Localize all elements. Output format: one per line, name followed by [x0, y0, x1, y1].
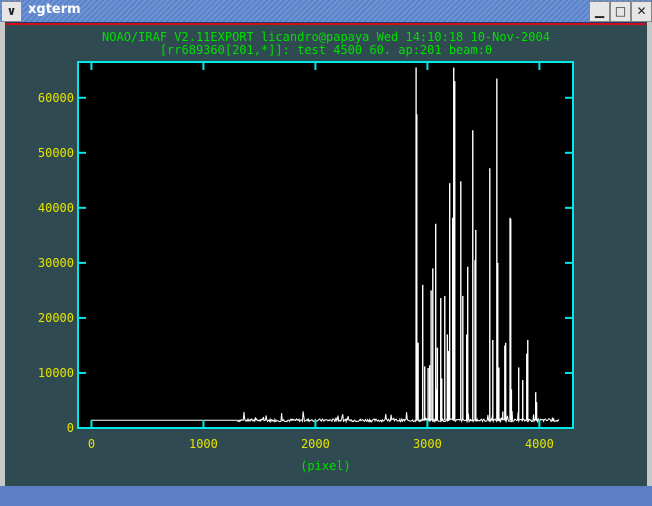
close-icon[interactable]: ✕: [631, 1, 652, 22]
window-border-right: [647, 22, 652, 488]
y-tick-label: 50000: [38, 146, 74, 160]
y-tick-label: 30000: [38, 256, 74, 270]
y-tick-label: 20000: [38, 311, 74, 325]
plot-header-line1: NOAO/IRAF V2.11EXPORT licandro@papaya We…: [102, 30, 550, 44]
spectrum-continuum: [90, 410, 560, 428]
x-tick-label: 4000: [525, 437, 554, 451]
y-tick-label: 40000: [38, 201, 74, 215]
x-tick-label: 2000: [301, 437, 330, 451]
maximize-icon[interactable]: □: [610, 1, 631, 22]
window-title: xgterm: [28, 2, 81, 17]
chevron-down-icon[interactable]: ∨: [1, 1, 22, 22]
plot-background: [78, 62, 573, 428]
y-tick-label: 60000: [38, 91, 74, 105]
window-border-bottom[interactable]: [0, 486, 652, 506]
focus-line: [6, 23, 646, 25]
x-tick-label: 0: [88, 437, 95, 451]
window-border-left: [0, 22, 5, 488]
minimize-icon[interactable]: ▁: [589, 1, 610, 22]
x-tick-label: 3000: [413, 437, 442, 451]
x-tick-label: 1000: [189, 437, 218, 451]
plot-header-line2: [rr689360[201,*]]: test 4500 60. ap:201 …: [159, 43, 493, 57]
plot-frame: [77, 61, 574, 429]
x-axis-label: (pixel): [300, 459, 351, 473]
y-tick-label: 10000: [38, 366, 74, 380]
window-titlebar[interactable]: ∨ xgterm ▁ □ ✕: [0, 0, 652, 23]
y-tick-label: 0: [67, 421, 74, 435]
